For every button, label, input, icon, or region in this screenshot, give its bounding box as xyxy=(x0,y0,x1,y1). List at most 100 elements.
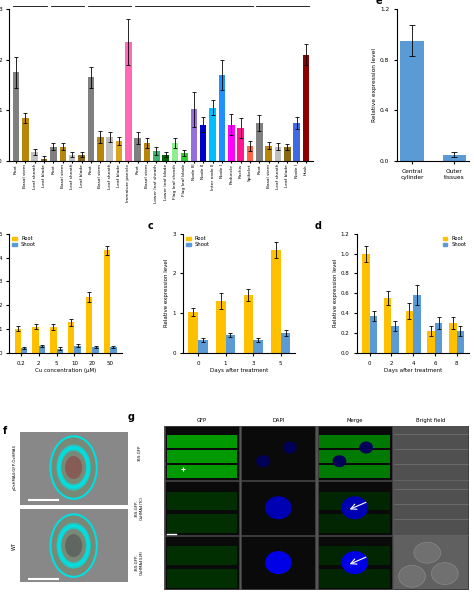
Bar xyxy=(74,346,81,353)
Ellipse shape xyxy=(50,436,97,499)
Bar xyxy=(216,301,226,353)
Bar xyxy=(318,536,392,589)
Text: 35S:GFP-
OsHMA4(TC): 35S:GFP- OsHMA4(TC) xyxy=(135,495,144,520)
Bar xyxy=(241,481,315,534)
Bar xyxy=(32,326,39,353)
Legend: Root, Shoot: Root, Shoot xyxy=(186,237,210,247)
Ellipse shape xyxy=(431,562,458,585)
Bar xyxy=(88,77,94,161)
Bar xyxy=(106,137,113,161)
Bar xyxy=(200,125,207,161)
Bar xyxy=(31,152,38,161)
Bar xyxy=(265,146,272,161)
Bar xyxy=(198,340,208,353)
Bar xyxy=(394,426,468,480)
Bar xyxy=(394,536,468,589)
Text: d: d xyxy=(315,222,321,231)
Bar xyxy=(60,147,66,161)
Bar xyxy=(116,141,122,161)
Bar xyxy=(166,546,237,565)
Ellipse shape xyxy=(265,551,292,574)
Text: c: c xyxy=(147,222,153,231)
Bar xyxy=(384,298,392,353)
Bar xyxy=(166,465,237,478)
Bar xyxy=(56,349,63,353)
Legend: Root, Shoot: Root, Shoot xyxy=(12,237,36,247)
Bar xyxy=(284,147,291,161)
Bar xyxy=(319,569,390,588)
Bar xyxy=(78,155,85,161)
FancyBboxPatch shape xyxy=(20,509,128,582)
Bar xyxy=(293,123,300,161)
Bar xyxy=(228,125,235,161)
Bar xyxy=(370,316,377,353)
Bar xyxy=(13,72,19,161)
Bar xyxy=(319,435,390,448)
Bar xyxy=(125,42,132,161)
Bar xyxy=(39,346,45,353)
Bar xyxy=(110,347,117,353)
Bar xyxy=(318,426,392,480)
Legend: Root, Shoot: Root, Shoot xyxy=(443,237,466,247)
Bar xyxy=(303,55,310,161)
Bar xyxy=(319,492,390,510)
Bar xyxy=(163,155,169,161)
Text: GFP: GFP xyxy=(197,418,207,423)
Bar xyxy=(241,426,315,480)
FancyBboxPatch shape xyxy=(20,432,128,504)
Bar xyxy=(394,426,468,480)
Bar xyxy=(413,295,421,353)
Bar xyxy=(15,329,21,353)
Bar xyxy=(246,146,253,161)
Bar xyxy=(165,536,239,589)
Bar xyxy=(449,323,456,353)
Ellipse shape xyxy=(65,456,82,479)
Text: pOsHMA4:GFP-OsHMA4: pOsHMA4:GFP-OsHMA4 xyxy=(13,444,17,491)
Ellipse shape xyxy=(359,441,373,453)
Y-axis label: Relative expression level: Relative expression level xyxy=(372,48,377,122)
Bar xyxy=(97,137,103,161)
Text: g: g xyxy=(127,412,134,422)
Ellipse shape xyxy=(341,497,368,519)
Bar xyxy=(319,514,390,533)
Bar xyxy=(241,536,315,589)
Bar xyxy=(394,536,468,589)
Bar xyxy=(362,253,370,353)
Y-axis label: Relative expression level: Relative expression level xyxy=(333,259,338,328)
Bar xyxy=(318,481,392,534)
Bar xyxy=(166,435,237,448)
Bar xyxy=(166,450,237,463)
Y-axis label: Relative expression level: Relative expression level xyxy=(164,259,169,328)
Bar xyxy=(319,450,390,463)
Bar xyxy=(172,143,178,161)
Bar xyxy=(153,151,160,161)
Bar xyxy=(219,75,225,161)
Text: WT: WT xyxy=(12,541,17,549)
Bar xyxy=(275,147,281,161)
Bar xyxy=(69,155,75,161)
Bar xyxy=(166,492,237,510)
Bar xyxy=(92,347,99,353)
Bar xyxy=(165,481,239,534)
Bar xyxy=(22,118,28,161)
Bar xyxy=(21,347,27,353)
Bar xyxy=(394,481,468,534)
Text: Bright field: Bright field xyxy=(416,418,446,423)
Bar xyxy=(41,159,47,161)
Ellipse shape xyxy=(283,441,297,453)
Bar xyxy=(50,147,57,161)
FancyBboxPatch shape xyxy=(49,513,98,579)
Bar xyxy=(135,138,141,161)
Ellipse shape xyxy=(341,551,368,574)
Bar xyxy=(456,331,464,353)
Bar xyxy=(86,297,92,353)
Bar xyxy=(166,569,237,588)
Bar xyxy=(394,481,468,534)
Bar xyxy=(256,123,263,161)
Bar xyxy=(244,295,253,353)
Bar xyxy=(165,426,239,480)
Bar xyxy=(281,333,291,353)
Bar xyxy=(443,155,466,161)
Ellipse shape xyxy=(414,542,441,563)
Bar xyxy=(392,326,399,353)
